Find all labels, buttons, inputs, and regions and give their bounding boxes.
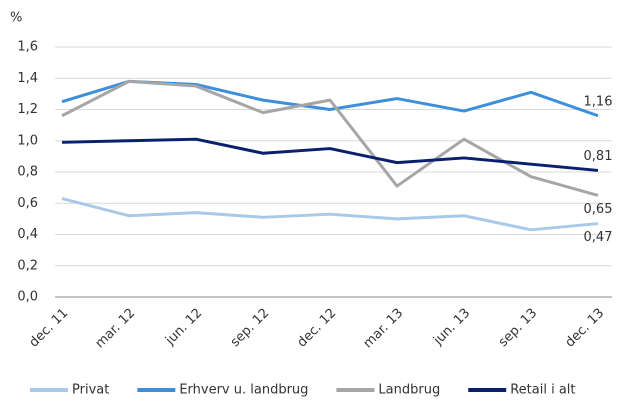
data-label: 0,47 [584, 230, 613, 245]
x-tick-label: mar. 13 [361, 306, 407, 352]
y-tick-label: 0,8 [17, 165, 38, 180]
y-tick-label: 0,4 [17, 227, 38, 242]
x-tick-label: sep. 13 [496, 306, 540, 350]
x-tick-label: jun. 12 [162, 306, 205, 349]
y-tick-label: 0,6 [17, 196, 38, 211]
y-tick-label: 1,2 [17, 102, 38, 117]
x-tick-label: mar. 12 [93, 306, 139, 352]
legend-label: Privat [72, 383, 109, 398]
legend-label: Landbrug [378, 383, 440, 398]
y-axis-label: % [10, 11, 22, 26]
y-tick-label: 0,0 [17, 290, 38, 305]
line [61, 197, 599, 232]
x-tick-label: dec. 12 [295, 306, 340, 351]
data-label: 0,81 [584, 149, 613, 164]
legend-label: Retail i alt [510, 383, 575, 398]
data-label: 0,65 [584, 202, 613, 217]
line [61, 79, 599, 197]
x-tick-label: jun. 13 [430, 306, 473, 349]
y-tick-label: 1,6 [17, 40, 38, 55]
y-tick-label: 1,0 [17, 133, 38, 148]
x-tick-label: dec. 13 [563, 306, 608, 351]
x-tick-label: dec. 11 [27, 306, 72, 351]
legend-label: Erhverv u. landbrug [179, 383, 308, 398]
data-label: 1,16 [584, 94, 613, 109]
y-tick-label: 0,2 [17, 258, 38, 273]
line [61, 137, 599, 172]
y-tick-label: 1,4 [17, 71, 38, 86]
x-tick-label: sep. 12 [228, 306, 272, 350]
line [61, 79, 599, 118]
